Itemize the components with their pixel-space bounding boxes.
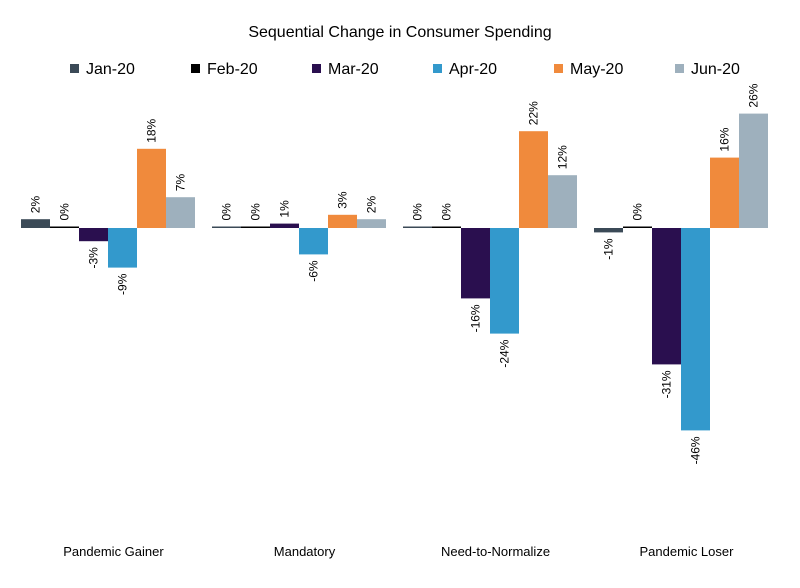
bar-pandemic-loser-jan-20 — [594, 228, 623, 233]
bar-mandatory-may-20 — [328, 214, 357, 228]
bar-mandatory-mar-20 — [270, 223, 299, 228]
data-label-pandemic-loser-may-20: 16% — [718, 127, 732, 151]
data-label-need-to-normalize-jan-20: 0% — [411, 203, 425, 221]
data-label-pandemic-loser-jan-20: -1% — [602, 238, 616, 260]
bar-mandatory-feb-20 — [241, 226, 270, 228]
legend-item-jan-20: Jan-20 — [70, 61, 135, 78]
legend-item-apr-20: Apr-20 — [433, 61, 497, 78]
data-label-pandemic-gainer-may-20: 18% — [145, 118, 159, 142]
legend-item-mar-20: Mar-20 — [312, 61, 379, 78]
bar-pandemic-loser-feb-20 — [623, 226, 652, 228]
legend-label-feb-20: Feb-20 — [207, 61, 258, 78]
data-label-pandemic-gainer-mar-20: -3% — [87, 247, 101, 269]
bar-need-to-normalize-may-20 — [519, 131, 548, 228]
data-label-pandemic-gainer-jun-20: 7% — [174, 174, 188, 192]
legend-label-apr-20: Apr-20 — [449, 61, 497, 78]
legend-label-mar-20: Mar-20 — [328, 61, 379, 78]
data-label-need-to-normalize-jun-20: 12% — [556, 145, 570, 169]
bar-need-to-normalize-mar-20 — [461, 228, 490, 299]
legend-swatch-jun-20 — [675, 64, 684, 73]
legend-label-jan-20: Jan-20 — [86, 61, 135, 78]
category-axis-labels: Pandemic Gainer Mandatory Need-to-Normaliz… — [63, 544, 734, 559]
bar-need-to-normalize-jan-20 — [403, 226, 432, 228]
bar-mandatory-jan-20 — [212, 226, 241, 228]
legend-swatch-jan-20 — [70, 64, 79, 73]
bar-pandemic-gainer-feb-20 — [50, 226, 79, 228]
bar-pandemic-gainer-apr-20 — [108, 228, 137, 268]
data-label-pandemic-gainer-apr-20: -9% — [116, 273, 130, 295]
data-label-need-to-normalize-apr-20: -24% — [498, 339, 512, 367]
data-label-need-to-normalize-mar-20: -16% — [469, 304, 483, 332]
bar-series-group — [21, 113, 768, 431]
category-label-mandatory: Mandatory — [274, 544, 336, 559]
bar-pandemic-gainer-jun-20 — [166, 197, 195, 228]
bar-pandemic-loser-mar-20 — [652, 228, 681, 365]
category-label-pandemic-gainer: Pandemic Gainer — [63, 544, 164, 559]
legend-swatch-apr-20 — [433, 64, 442, 73]
bar-need-to-normalize-apr-20 — [490, 228, 519, 334]
legend-swatch-feb-20 — [191, 64, 200, 73]
bar-need-to-normalize-jun-20 — [548, 175, 577, 228]
data-label-pandemic-loser-apr-20: -46% — [689, 436, 703, 464]
legend-item-may-20: May-20 — [554, 61, 623, 78]
bar-mandatory-apr-20 — [299, 228, 328, 255]
legend: Jan-20 Feb-20 Mar-20 Apr-20 May-20 Jun-20 — [70, 61, 740, 78]
data-label-mandatory-feb-20: 0% — [249, 203, 263, 221]
data-label-pandemic-gainer-jan-20: 2% — [29, 196, 43, 214]
legend-item-jun-20: Jun-20 — [675, 61, 740, 78]
data-label-mandatory-mar-20: 1% — [278, 200, 292, 218]
bar-need-to-normalize-feb-20 — [432, 226, 461, 228]
bar-pandemic-loser-apr-20 — [681, 228, 710, 431]
legend-swatch-mar-20 — [312, 64, 321, 73]
data-label-pandemic-loser-mar-20: -31% — [660, 370, 674, 398]
legend-label-jun-20: Jun-20 — [691, 61, 740, 78]
category-label-need-to-normalize: Need-to-Normalize — [441, 544, 550, 559]
bar-mandatory-jun-20 — [357, 219, 386, 228]
category-label-pandemic-loser: Pandemic Loser — [640, 544, 735, 559]
data-label-need-to-normalize-may-20: 22% — [527, 101, 541, 125]
data-label-mandatory-may-20: 3% — [336, 191, 350, 209]
legend-item-feb-20: Feb-20 — [191, 61, 258, 78]
legend-label-may-20: May-20 — [570, 61, 623, 78]
data-label-pandemic-loser-jun-20: 26% — [747, 83, 761, 107]
data-label-pandemic-gainer-feb-20: 0% — [58, 203, 72, 221]
legend-swatch-may-20 — [554, 64, 563, 73]
bar-pandemic-loser-may-20 — [710, 157, 739, 228]
data-label-mandatory-apr-20: -6% — [307, 260, 321, 282]
chart-title: Sequential Change in Consumer Spending — [248, 24, 551, 41]
data-label-mandatory-jun-20: 2% — [365, 196, 379, 214]
data-label-pandemic-loser-feb-20: 0% — [631, 203, 645, 221]
bar-pandemic-gainer-mar-20 — [79, 228, 108, 242]
bar-pandemic-gainer-jan-20 — [21, 219, 50, 228]
data-label-group: 2% 0% -3% -9% 18% 7% 0% 0% 1% -6% 3% 2% 0% 0% -16% -24%… — [29, 83, 761, 464]
data-label-mandatory-jan-20: 0% — [220, 203, 234, 221]
bar-pandemic-loser-jun-20 — [739, 113, 768, 228]
data-label-need-to-normalize-feb-20: 0% — [440, 203, 454, 221]
bar-pandemic-gainer-may-20 — [137, 148, 166, 228]
